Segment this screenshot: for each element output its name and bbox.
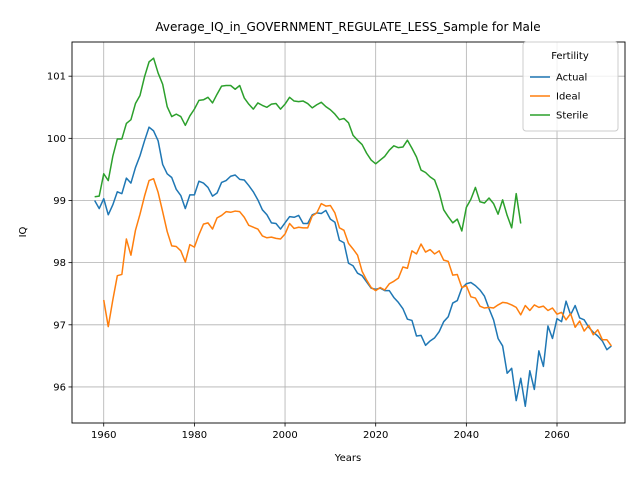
y-axis-label: IQ xyxy=(18,226,29,237)
series-line-sterile xyxy=(94,57,522,232)
legend-label-sterile: Sterile xyxy=(556,111,588,122)
y-tick-label: 96 xyxy=(53,382,66,393)
y-axis-ticks: 96 97 98 99 100 101 xyxy=(47,72,72,393)
plot-frame xyxy=(71,41,626,424)
y-tick-label: 98 xyxy=(53,258,66,269)
legend-label-ideal: Ideal xyxy=(556,92,580,103)
legend-box xyxy=(522,41,619,132)
series-lines xyxy=(94,57,613,407)
legend-label-actual: Actual xyxy=(556,73,587,84)
series-line-ideal xyxy=(102,177,613,347)
legend: Fertility Actual Ideal Sterile xyxy=(522,41,619,132)
chart-title: Average_IQ_in_GOVERNMENT_REGULATE_LESS_S… xyxy=(155,20,540,34)
x-axis-label: Years xyxy=(334,453,361,464)
x-tick-label: 2060 xyxy=(544,430,569,441)
y-tick-label: 97 xyxy=(53,320,66,331)
legend-title: Fertility xyxy=(551,51,589,62)
x-tick-label: 2020 xyxy=(363,430,388,441)
x-tick-label: 1980 xyxy=(182,430,207,441)
x-axis-ticks: 1960 1980 2000 2020 2040 2060 xyxy=(91,423,570,441)
y-tick-label: 99 xyxy=(53,196,66,207)
y-tick-label: 101 xyxy=(47,72,66,83)
series-line-actual xyxy=(94,126,612,407)
x-tick-label: 1960 xyxy=(91,430,116,441)
x-tick-label: 2000 xyxy=(272,430,297,441)
y-tick-label: 100 xyxy=(47,134,66,145)
x-tick-label: 2040 xyxy=(454,430,479,441)
